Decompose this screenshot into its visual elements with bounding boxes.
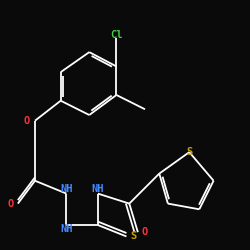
Text: NH: NH (60, 224, 73, 234)
Text: S: S (130, 232, 137, 241)
Text: NH: NH (92, 184, 104, 194)
Text: O: O (8, 198, 14, 208)
Text: Cl: Cl (110, 30, 123, 40)
Text: S: S (186, 147, 192, 157)
Text: O: O (24, 116, 30, 126)
Text: O: O (142, 227, 148, 237)
Text: NH: NH (60, 184, 73, 194)
